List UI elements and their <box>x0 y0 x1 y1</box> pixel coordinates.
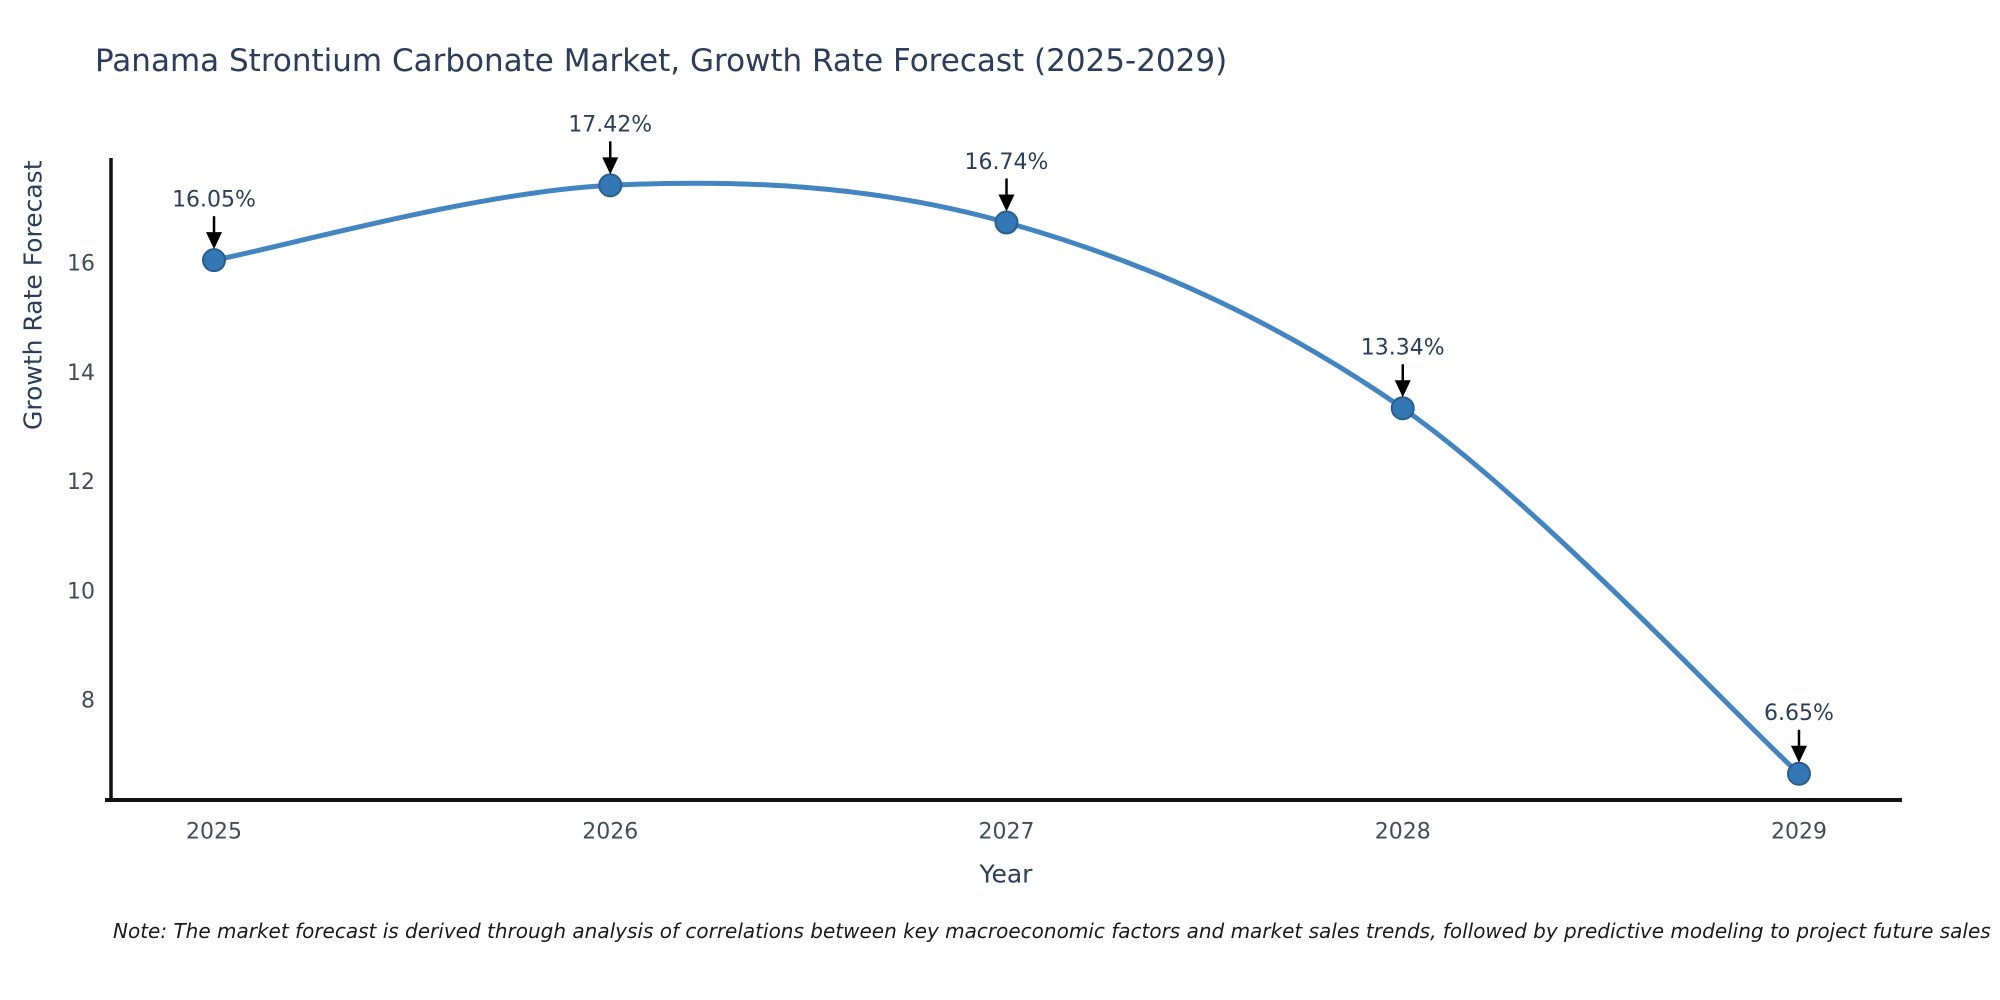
x-tick-label: 2025 <box>186 819 242 844</box>
data-point-marker[interactable] <box>1786 761 1811 786</box>
chart-title: Panama Strontium Carbonate Market, Growt… <box>95 43 1228 79</box>
point-value-label: 6.65% <box>1764 701 1834 726</box>
footnote: Note: The market forecast is derived thr… <box>113 919 1991 943</box>
data-point-marker[interactable] <box>598 173 623 198</box>
annotation-arrow-head <box>998 194 1015 212</box>
x-tick-label: 2027 <box>979 819 1035 844</box>
point-value-label: 16.74% <box>965 150 1049 175</box>
y-tick-label: 12 <box>67 470 95 495</box>
point-value-label: 17.42% <box>568 113 652 138</box>
y-tick-label: 10 <box>67 579 95 604</box>
data-point-marker[interactable] <box>1390 396 1415 421</box>
x-tick-label: 2026 <box>582 819 638 844</box>
annotation-arrow-head <box>206 232 223 250</box>
y-tick-label: 8 <box>81 689 95 714</box>
x-tick-label: 2028 <box>1375 819 1431 844</box>
x-tick-label: 2029 <box>1771 819 1827 844</box>
data-point-marker[interactable] <box>202 248 227 273</box>
line-series[interactable] <box>211 180 1802 777</box>
point-value-label: 16.05% <box>172 188 256 213</box>
annotation-arrow-head <box>1790 745 1807 763</box>
y-tick-label: 16 <box>67 252 95 277</box>
point-value-label: 13.34% <box>1361 336 1445 361</box>
y-tick-label: 14 <box>67 361 95 386</box>
x-axis-title: Year <box>979 859 1033 889</box>
data-point-marker[interactable] <box>994 210 1019 235</box>
annotation-arrow-head <box>1394 380 1411 398</box>
annotation-arrow-head <box>602 157 619 175</box>
